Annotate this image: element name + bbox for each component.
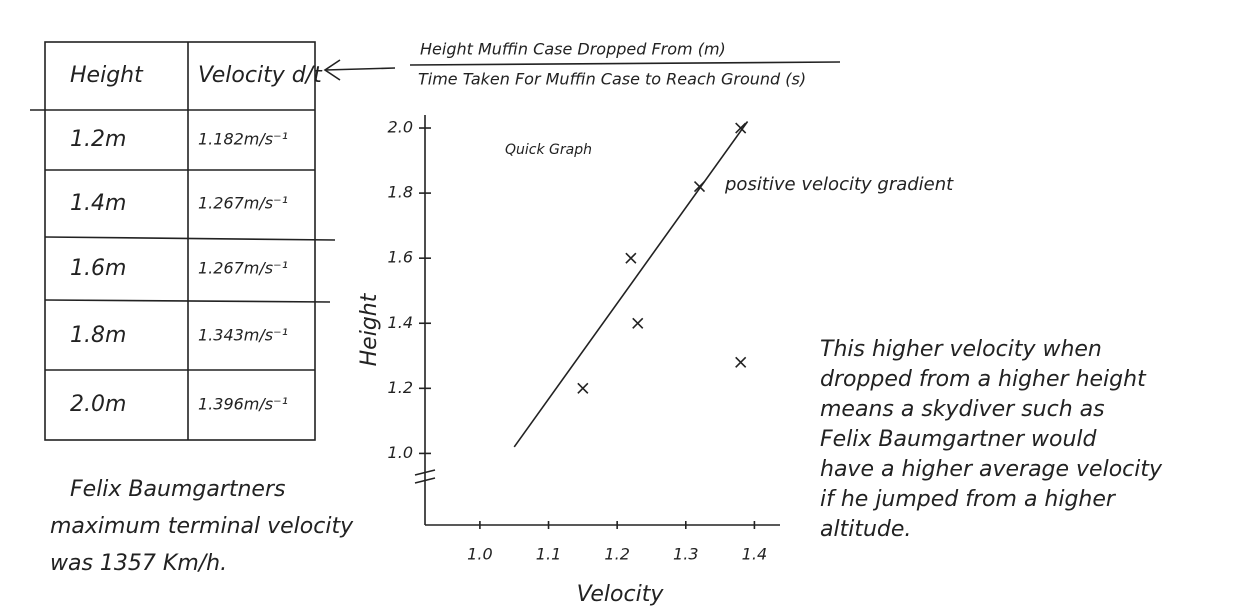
formula-numerator: Height Muffin Case Dropped From (m): [420, 40, 726, 59]
y-tick-label: 2.0: [388, 118, 413, 137]
table-cell: 1.2m: [70, 127, 126, 152]
table-cell: 1.182m/s⁻¹: [198, 130, 288, 149]
data-point: [735, 356, 747, 368]
note-line: was 1357 Km/h.: [50, 551, 227, 576]
table-cell: 1.267m/s⁻¹: [198, 259, 288, 278]
x-tick-label: 1.3: [673, 545, 698, 564]
annotation: Quick Graph: [505, 142, 592, 158]
table-cell: 1.396m/s⁻¹: [198, 395, 288, 414]
note-line: maximum terminal velocity: [50, 514, 354, 539]
data-point: [735, 122, 747, 134]
y-axis-label: Height: [357, 292, 382, 366]
x-tick-label: 1.4: [742, 545, 767, 564]
note-line: Felix Baumgartners: [70, 477, 285, 502]
note-line: dropped from a higher height: [820, 367, 1147, 392]
fit-line: [513, 121, 749, 448]
data-point: [625, 252, 637, 264]
y-tick-label: 1.6: [388, 248, 413, 267]
table-cell: 2.0m: [70, 392, 126, 417]
data-point: [632, 317, 644, 329]
note-line: if he jumped from a higher: [820, 487, 1117, 512]
note-line: means a skydiver such as: [820, 397, 1105, 422]
x-tick-label: 1.2: [604, 545, 629, 564]
table-header: Velocity d/t: [198, 63, 323, 88]
formula-denominator: Time Taken For Muffin Case to Reach Grou…: [418, 70, 806, 89]
x-axis-label: Velocity: [577, 582, 665, 607]
y-tick-label: 1.2: [388, 378, 413, 397]
table-cell: 1.4m: [70, 191, 126, 216]
table-cell: 1.267m/s⁻¹: [198, 194, 288, 213]
axes: [414, 115, 780, 526]
x-tick-label: 1.1: [536, 545, 561, 564]
note-line: have a higher average velocity: [820, 457, 1163, 482]
annotation: positive velocity gradient: [724, 174, 954, 195]
data-point: [577, 382, 589, 394]
fraction-bar: [409, 61, 841, 66]
arrow: [323, 59, 396, 81]
table-frame: [30, 41, 336, 441]
table-cell: 1.8m: [70, 323, 126, 348]
y-tick-label: 1.4: [388, 313, 413, 332]
table-header: Height: [70, 63, 144, 88]
note-line: Felix Baumgartner would: [820, 427, 1098, 452]
y-tick-label: 1.8: [388, 183, 413, 202]
note-line: altitude.: [820, 517, 911, 542]
y-tick-label: 1.0: [388, 443, 413, 462]
x-tick-label: 1.0: [467, 545, 492, 564]
table-cell: 1.343m/s⁻¹: [198, 326, 288, 345]
table-cell: 1.6m: [70, 256, 126, 281]
note-line: This higher velocity when: [820, 337, 1102, 362]
